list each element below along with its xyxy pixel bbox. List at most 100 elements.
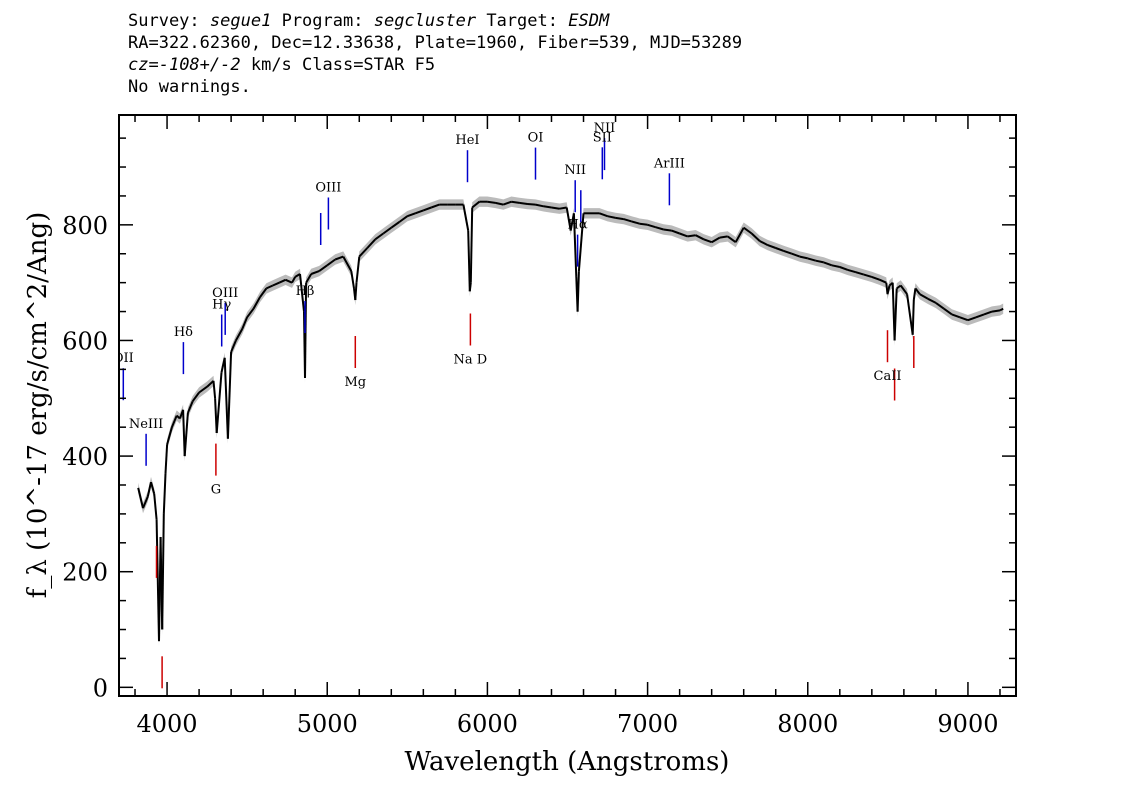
spectrum-segment (191, 391, 200, 402)
spectrum-segment (246, 308, 255, 318)
spectrum-segment (727, 235, 737, 244)
spectrum-segment (906, 294, 914, 335)
x-tick-label: 5000 (297, 710, 358, 738)
spectrum-segment (318, 264, 328, 272)
spectrum-segment (366, 238, 377, 249)
line-label: SII (593, 130, 612, 145)
spectrum-segment (951, 313, 961, 319)
spectrum-segment (893, 288, 898, 341)
spectrum-segment (975, 313, 985, 319)
line-label: OIII (315, 181, 341, 196)
line-label: CaII (874, 369, 902, 384)
survey-value: segue1 (209, 11, 272, 31)
spectrum-segment (390, 221, 400, 229)
spectrum-segment (511, 200, 520, 204)
line-label: ArIII (653, 156, 685, 171)
spectrum-segment (711, 236, 721, 244)
line-label: NeIII (129, 417, 163, 432)
spectrum-segment (241, 316, 249, 330)
spectrum-segment (896, 284, 902, 290)
spectrum-segment (551, 206, 560, 210)
class-info: km/s Class=STAR F5 (240, 55, 436, 75)
spectrum-segment (719, 235, 728, 239)
spectrum-segment (161, 513, 165, 630)
spectrum-segment (162, 473, 167, 514)
spectrum-segment (847, 268, 857, 274)
spectrum-segment (695, 234, 705, 241)
line-label: OII (113, 351, 134, 366)
y-tick-label: 200 (62, 559, 108, 587)
line-markers-layer (122, 138, 915, 689)
spectrum-segment (310, 270, 320, 275)
spectrum-segment (430, 203, 440, 209)
header-line-redshift: cz=-108+/-2 km/s Class=STAR F5 (128, 54, 742, 76)
spectrum-segment (374, 232, 384, 241)
line-label: Na D (454, 353, 488, 368)
spectrum-segment (839, 266, 849, 271)
x-tick-label: 6000 (457, 710, 518, 738)
spectrum-segment (272, 281, 280, 287)
spectrum-segment (639, 222, 648, 226)
spectrum-segment (535, 203, 544, 208)
spectrum-segment (164, 444, 169, 474)
y-tick-label: 400 (62, 443, 108, 471)
spectrum-segment (462, 204, 470, 231)
x-tick-label: 7000 (617, 710, 678, 738)
line-label: Hα (568, 218, 588, 233)
spectrum-segment (406, 212, 416, 218)
spectrum-segment (142, 496, 149, 509)
spectrum-segment (631, 220, 640, 225)
spectrum-segment (565, 207, 572, 231)
spectrum-segment (469, 207, 474, 283)
spectrum-segment (919, 293, 929, 300)
spectrum-segment (815, 259, 825, 264)
target-value: ESDM (568, 11, 610, 31)
spectrum-segment (967, 316, 977, 322)
spectrum-segment (959, 316, 969, 322)
spectrum-segment (823, 261, 833, 267)
spectrum-segment (146, 481, 152, 497)
spectrum-segment (671, 229, 680, 235)
spectrum-segment (487, 200, 496, 204)
spectrum-segment (252, 296, 261, 310)
spectrum-segment (831, 264, 841, 268)
spectrum-segment (471, 200, 481, 209)
spectrum-segment (519, 201, 528, 205)
spectrum-segment (235, 328, 244, 341)
spectrum-segment (623, 218, 632, 223)
line-label: HeI (455, 133, 479, 148)
spectrum-segment (912, 288, 917, 301)
spectrum-segment (879, 278, 887, 284)
spectrum-segment (655, 226, 664, 231)
header-line-warnings: No warnings. (128, 77, 251, 97)
program-value: segcluster (373, 11, 477, 31)
error-band (138, 196, 1004, 647)
spectrum-segment (543, 205, 552, 209)
spectrum-segment (326, 258, 336, 267)
spectrum-segment (215, 372, 223, 434)
spectrum-segment (703, 238, 713, 244)
spectrum-segment (223, 357, 229, 439)
spectrum-layer (137, 200, 1004, 642)
spectrum-segment (983, 310, 993, 316)
spectrum-segment (206, 380, 215, 388)
spectrum-segment (559, 206, 567, 210)
spectrum-segment (230, 340, 237, 353)
line-label: G (211, 483, 221, 498)
spectrum-segment (183, 412, 189, 457)
spectrum-segment (914, 287, 921, 295)
spectrum-segment (226, 351, 233, 439)
spectrum-segment (855, 271, 865, 276)
spectrum-segment (615, 216, 624, 221)
spectrum-segment (943, 307, 953, 316)
spectrum-segment (734, 227, 745, 243)
spectrum-segment (767, 244, 777, 249)
y-axis-title: f_λ (10^-17 erg/s/cm^2/Ang) (23, 212, 53, 598)
spectrum-segment (153, 493, 158, 520)
spectrum-segment (299, 273, 305, 312)
spectrum-segment (687, 234, 696, 238)
line-label: NII (594, 121, 616, 136)
spectrum-segment (358, 247, 369, 258)
spectrum-segment (577, 213, 585, 272)
